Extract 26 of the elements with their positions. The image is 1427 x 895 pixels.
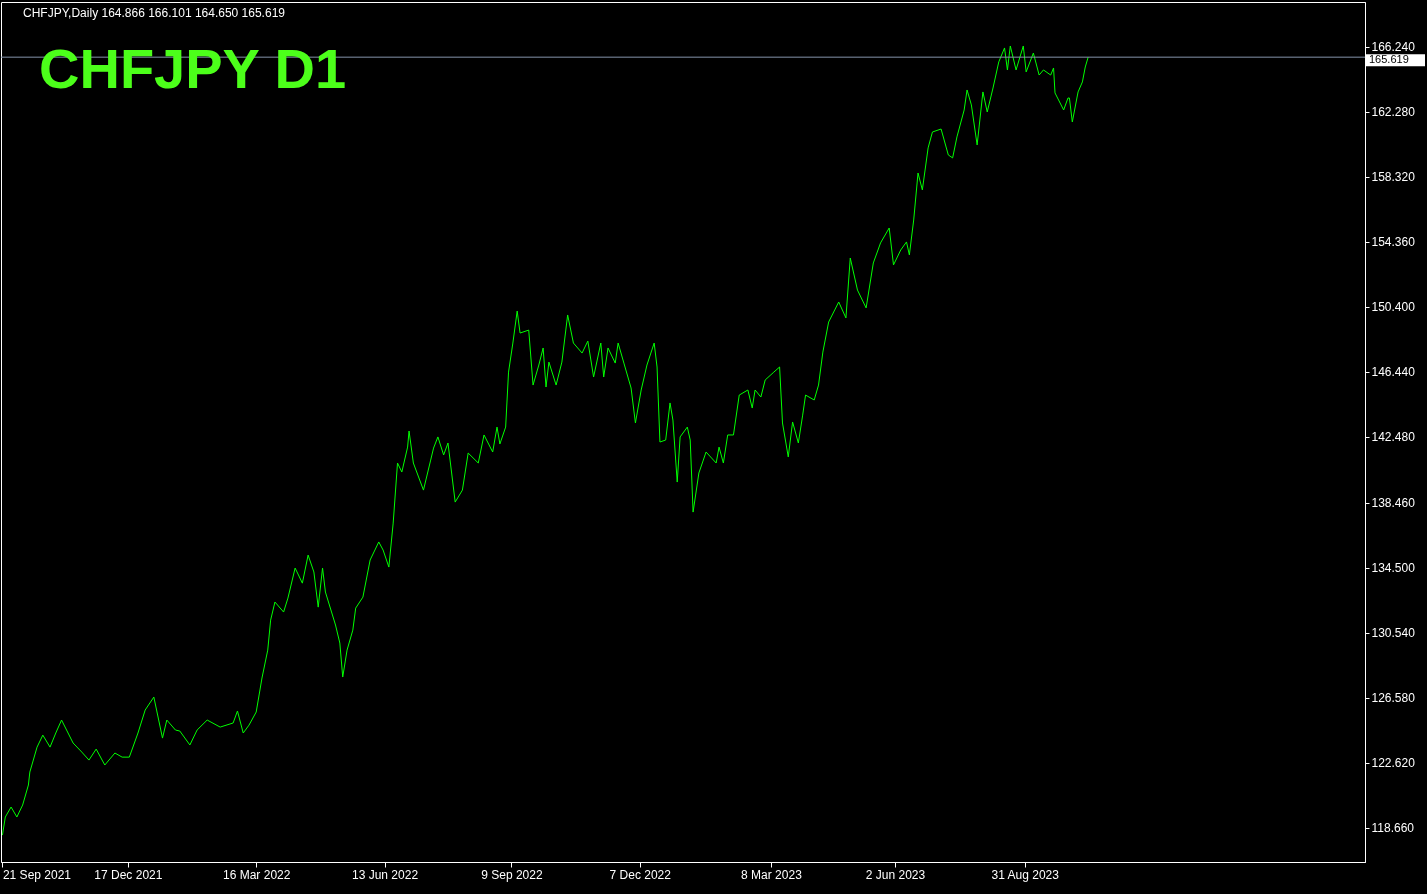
x-tick-label: 2 Jun 2023 bbox=[865, 867, 926, 882]
y-tick-label: 138.460 bbox=[1371, 496, 1416, 511]
y-tick-label: 158.320 bbox=[1371, 170, 1416, 185]
x-tick-label: 8 Mar 2023 bbox=[741, 867, 803, 882]
x-tick-label: 7 Dec 2022 bbox=[609, 867, 672, 882]
y-tick-label: 166.240 bbox=[1371, 40, 1416, 55]
text: CHFJPY D1 bbox=[39, 37, 347, 100]
y-tick-label: 150.400 bbox=[1371, 300, 1416, 315]
y-tick-label: 130.540 bbox=[1371, 626, 1416, 641]
x-tick-label: 21 Sep 2021 bbox=[2, 867, 72, 882]
y-tick-label: 118.660 bbox=[1371, 821, 1415, 836]
x-tick-label: 9 Sep 2022 bbox=[481, 867, 543, 882]
x-tick-label: 16 Mar 2022 bbox=[223, 867, 291, 882]
ref-line-label: 165.619 bbox=[1369, 53, 1409, 66]
line-series bbox=[1, 45, 1089, 836]
y-tick-label: 162.280 bbox=[1371, 105, 1416, 120]
x-tick-label: 31 Aug 2023 bbox=[991, 867, 1060, 882]
y-tick-label: 146.440 bbox=[1371, 365, 1416, 380]
x-tick-label: 17 Dec 2021 bbox=[94, 867, 163, 882]
x-tick-label: 13 Jun 2022 bbox=[352, 867, 419, 882]
y-tick-label: 122.620 bbox=[1371, 756, 1416, 771]
y-tick-label: 142.480 bbox=[1371, 430, 1416, 445]
annotation: CHFJPY,Daily 164.866 166.101 164.650 165.619 bbox=[23, 6, 286, 20]
y-tick-label: 134.500 bbox=[1371, 561, 1416, 576]
y-tick-label: 154.360 bbox=[1371, 235, 1416, 250]
y-tick-label: 126.580 bbox=[1371, 691, 1416, 706]
